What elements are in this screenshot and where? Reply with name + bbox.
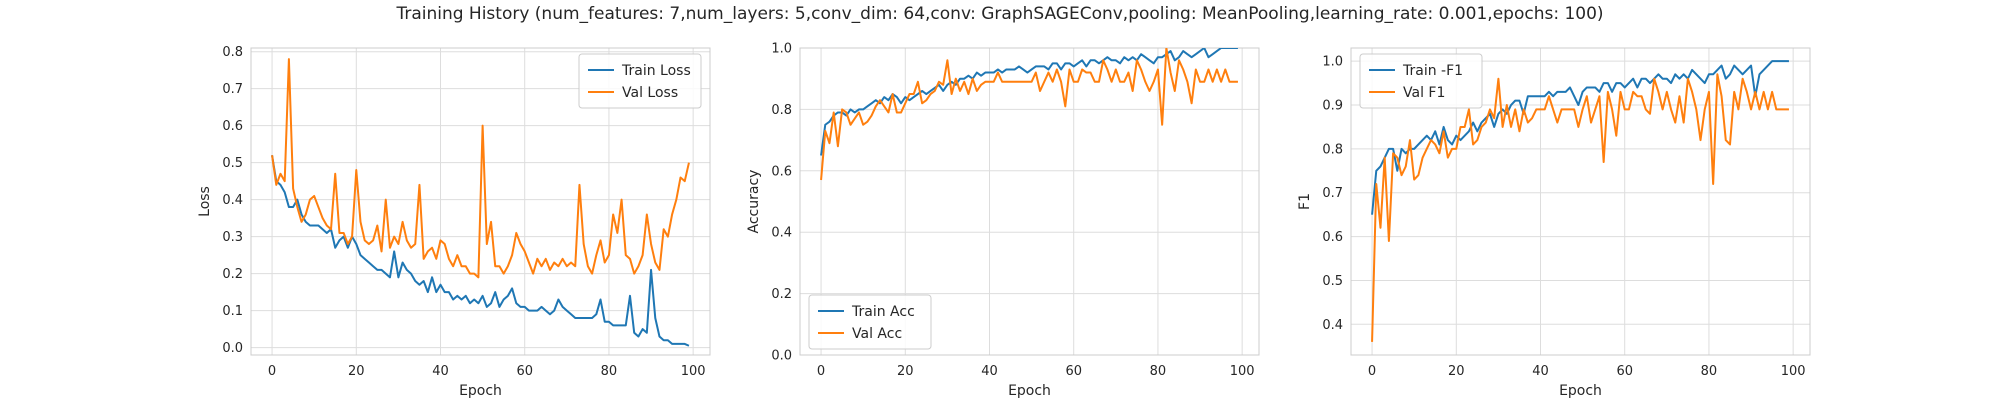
acc-x-tick-label: 0 bbox=[817, 364, 825, 379]
loss-panel: 0 20 40 60 80 100 0.0 0.1 0.2 0.3 0.4 0.5 0.6 0.7 0.8 E… bbox=[197, 45, 711, 399]
loss-y-tick-label: 0.3 bbox=[222, 230, 243, 245]
f1-y-axis-label: F1 bbox=[1297, 193, 1313, 210]
f1-y-tick-label: 1.0 bbox=[1322, 55, 1343, 70]
loss-y-axis-label: Loss bbox=[197, 186, 213, 217]
f1-axes-frame bbox=[1350, 47, 1811, 356]
acc-y-tick-label: 0.2 bbox=[771, 287, 792, 302]
train-loss-line bbox=[271, 155, 690, 347]
train-loss-legend-label: Train Loss bbox=[621, 63, 691, 79]
f1-panel: 0 20 40 60 80 100 0.4 0.5 0.6 0.7 0.8 0.9 1.0 Epoch F1… bbox=[1297, 47, 1811, 399]
loss-y-tick-label: 0.7 bbox=[222, 82, 243, 97]
train-acc-legend-label: Train Acc bbox=[851, 304, 915, 320]
acc-x-tick-label: 20 bbox=[897, 364, 914, 379]
loss-x-tick-label: 20 bbox=[348, 364, 365, 379]
loss-x-tick-label: 40 bbox=[432, 364, 449, 379]
loss-legend: Train Loss Val Loss bbox=[578, 53, 702, 109]
loss-y-tick-label: 0.0 bbox=[222, 341, 243, 356]
loss-x-axis-label: Epoch bbox=[459, 383, 502, 399]
loss-x-tick-label: 0 bbox=[268, 364, 276, 379]
train-f1-line bbox=[1371, 60, 1789, 215]
figure-title: Training History (num_features: 7,num_la… bbox=[396, 4, 1604, 24]
acc-x-tick-label: 100 bbox=[1230, 364, 1255, 379]
acc-y-tick-label: 0.6 bbox=[771, 164, 792, 179]
acc-y-tick-label: 0.4 bbox=[771, 226, 792, 241]
loss-y-tick-label: 0.2 bbox=[222, 267, 243, 282]
f1-y-tick-label: 0.8 bbox=[1322, 142, 1343, 157]
train-acc-line bbox=[820, 48, 1238, 156]
acc-x-tick-label: 80 bbox=[1150, 364, 1167, 379]
loss-x-tick-label: 80 bbox=[601, 364, 618, 379]
f1-y-tick-label: 0.5 bbox=[1322, 274, 1343, 289]
f1-legend: Train -F1 Val F1 bbox=[1359, 53, 1483, 109]
f1-x-tick-label: 0 bbox=[1368, 364, 1376, 379]
acc-legend: Train Acc Val Acc bbox=[808, 294, 932, 350]
loss-y-tick-label: 0.1 bbox=[222, 304, 243, 319]
acc-y-axis-label: Accuracy bbox=[746, 170, 762, 234]
acc-x-tick-label: 40 bbox=[981, 364, 998, 379]
val-f1-legend-label: Val F1 bbox=[1403, 85, 1445, 101]
loss-y-tick-label: 0.8 bbox=[222, 45, 243, 60]
val-loss-legend-label: Val Loss bbox=[622, 85, 678, 101]
acc-x-axis-label: Epoch bbox=[1008, 383, 1051, 399]
f1-y-tick-label: 0.4 bbox=[1322, 318, 1343, 333]
acc-y-tick-label: 0.8 bbox=[771, 103, 792, 118]
f1-x-tick-label: 20 bbox=[1448, 364, 1465, 379]
loss-x-tick-label: 100 bbox=[681, 364, 706, 379]
loss-y-tick-label: 0.5 bbox=[222, 156, 243, 171]
f1-x-tick-label: 60 bbox=[1616, 364, 1633, 379]
val-acc-legend-label: Val Acc bbox=[852, 326, 902, 342]
loss-y-tick-label: 0.6 bbox=[222, 119, 243, 134]
val-f1-line bbox=[1371, 73, 1789, 342]
f1-x-tick-label: 80 bbox=[1701, 364, 1718, 379]
loss-y-tick-label: 0.4 bbox=[222, 193, 243, 208]
loss-x-tick-label: 60 bbox=[516, 364, 533, 379]
f1-y-tick-label: 0.6 bbox=[1322, 230, 1343, 245]
acc-x-tick-label: 60 bbox=[1065, 364, 1082, 379]
loss-legend-box bbox=[578, 53, 702, 109]
accuracy-panel: 0 20 40 60 80 100 0.0 0.2 0.4 0.6 0.8 1.0 Epoch Accur… bbox=[746, 42, 1260, 399]
acc-y-tick-label: 0.0 bbox=[771, 349, 792, 364]
f1-y-tick-label: 0.9 bbox=[1322, 99, 1343, 114]
train-f1-legend-label: Train -F1 bbox=[1402, 63, 1463, 79]
loss-axes-frame bbox=[250, 47, 711, 356]
val-acc-line bbox=[820, 48, 1238, 181]
val-loss-line bbox=[271, 58, 690, 279]
acc-axes-frame bbox=[799, 47, 1260, 356]
f1-x-tick-label: 40 bbox=[1532, 364, 1549, 379]
acc-legend-box bbox=[808, 294, 932, 350]
f1-x-tick-label: 100 bbox=[1781, 364, 1806, 379]
f1-legend-box bbox=[1359, 53, 1483, 109]
f1-x-axis-label: Epoch bbox=[1559, 383, 1602, 399]
acc-y-tick-label: 1.0 bbox=[771, 42, 792, 57]
f1-y-tick-label: 0.7 bbox=[1322, 186, 1343, 201]
